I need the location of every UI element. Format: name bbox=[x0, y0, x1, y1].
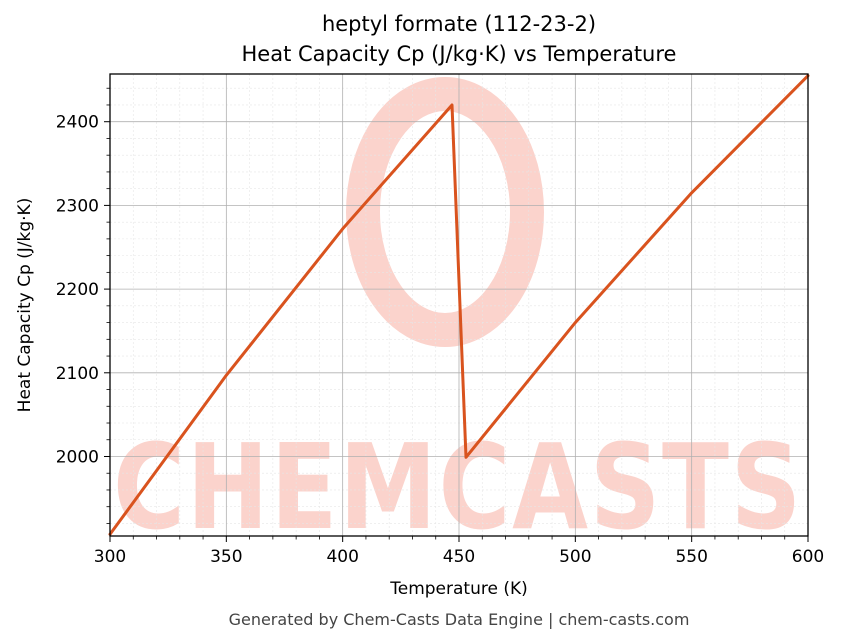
series-line-0 bbox=[108, 74, 810, 536]
chart-subtitle: Heat Capacity Cp (J/kg·K) vs Temperature bbox=[242, 42, 677, 66]
x-tick-label: 550 bbox=[675, 547, 707, 567]
chart-title: heptyl formate (112-23-2) bbox=[322, 12, 596, 36]
x-tick-label: 400 bbox=[326, 547, 358, 567]
y-tick-label: 2100 bbox=[56, 364, 99, 384]
x-tick-label: 300 bbox=[94, 547, 126, 567]
axis-ticks: 300 350 400 450 500 550 600 2000 2100 2200 2300 240… bbox=[56, 87, 824, 567]
series-group bbox=[108, 74, 810, 536]
watermark: CHEMCASTS bbox=[113, 77, 803, 556]
x-tick-label: 350 bbox=[210, 547, 242, 567]
footer-text: Generated by Chem-Casts Data Engine | ch… bbox=[229, 610, 690, 629]
x-tick-label: 450 bbox=[443, 547, 475, 567]
watermark-text: CHEMCASTS bbox=[113, 418, 803, 556]
y-tick-label: 2000 bbox=[56, 447, 99, 467]
y-tick-label: 2300 bbox=[56, 196, 99, 216]
x-axis-label: Temperature (K) bbox=[389, 579, 528, 599]
y-tick-label: 2400 bbox=[56, 113, 99, 133]
x-tick-label: 500 bbox=[559, 547, 591, 567]
x-tick-label: 600 bbox=[792, 547, 824, 567]
y-axis-label: Heat Capacity Cp (J/kg·K) bbox=[15, 198, 35, 413]
watermark-logo-ring bbox=[346, 77, 544, 347]
y-tick-label: 2200 bbox=[56, 280, 99, 300]
